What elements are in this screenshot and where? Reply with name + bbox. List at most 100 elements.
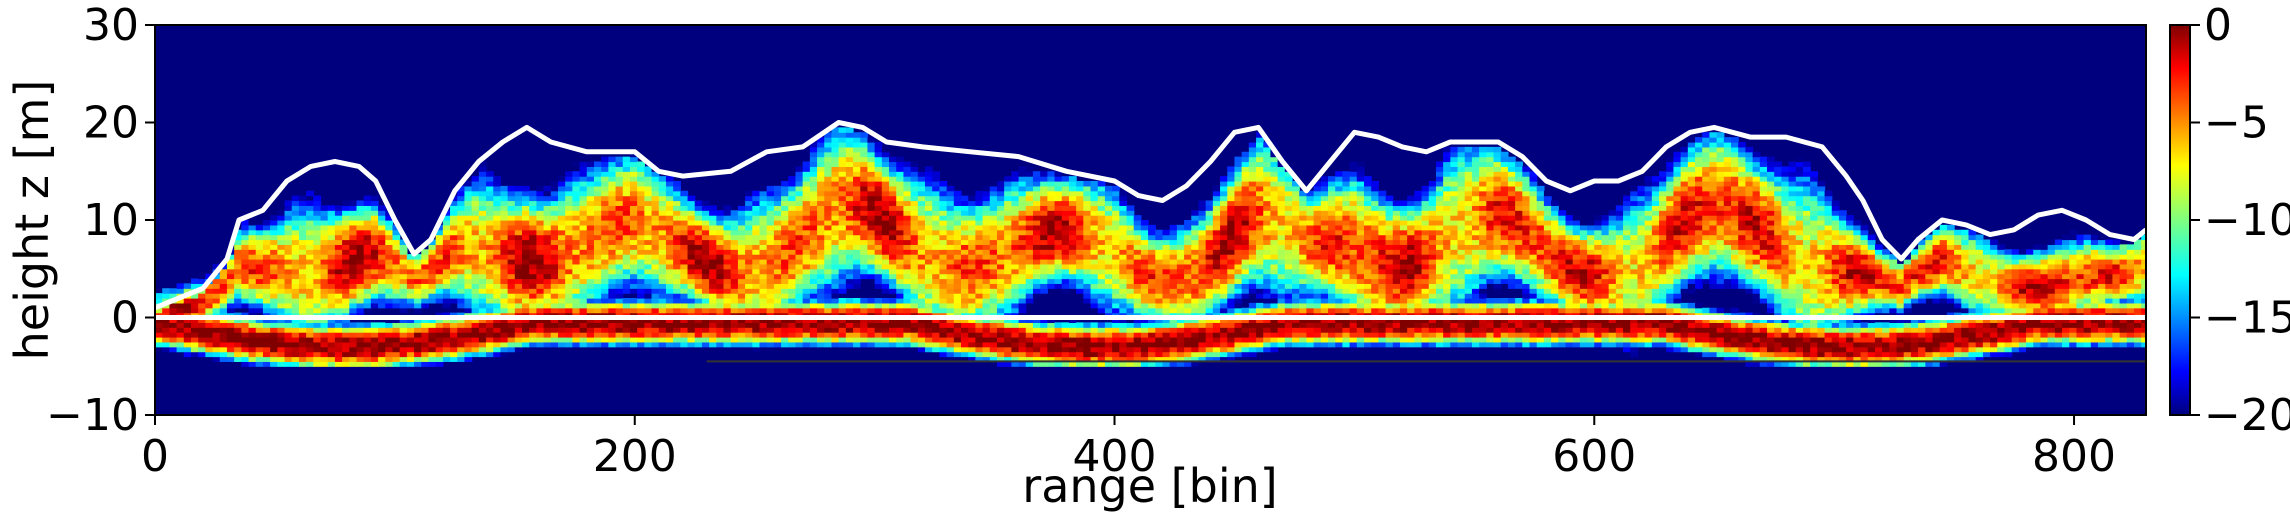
heatmap-cell <box>1162 361 1171 367</box>
heatmap-cell <box>478 327 487 333</box>
heatmap-cell <box>1018 229 1027 236</box>
heatmap-cell <box>1126 283 1135 289</box>
heatmap-cell <box>1025 341 1034 348</box>
heatmap-cell <box>190 332 199 338</box>
heatmap-cell <box>1097 341 1106 348</box>
heatmap-cell <box>709 215 717 221</box>
heatmap-cell <box>277 229 286 236</box>
heatmap-cell <box>1119 341 1128 348</box>
heatmap-cell <box>593 244 602 250</box>
heatmap-cell <box>723 307 732 314</box>
heatmap-cell <box>565 317 573 323</box>
heatmap-cell <box>478 215 487 221</box>
heatmap-cell <box>680 332 689 338</box>
heatmap-cell <box>1032 210 1041 216</box>
heatmap-cell <box>781 293 789 299</box>
heatmap-cell <box>349 288 358 294</box>
heatmap-cell <box>874 151 883 158</box>
heatmap-cell <box>968 220 976 226</box>
heatmap-cell <box>932 337 941 343</box>
heatmap-cell <box>860 337 869 343</box>
heatmap-cell <box>1018 288 1027 294</box>
heatmap-cell <box>593 195 602 202</box>
heatmap-cell <box>1097 205 1106 211</box>
heatmap-cell <box>917 273 926 280</box>
heatmap-cell <box>392 356 401 362</box>
heatmap-cell <box>1112 210 1120 216</box>
heatmap-cell <box>1083 205 1092 211</box>
heatmap-cell <box>853 229 861 236</box>
heatmap-cell <box>514 337 523 343</box>
heatmap-cell <box>629 171 638 177</box>
heatmap-cell <box>306 200 314 206</box>
heatmap-cell <box>234 288 242 294</box>
heatmap-cell <box>975 332 984 338</box>
heatmap-cell <box>723 283 732 289</box>
heatmap-cell <box>572 200 581 206</box>
heatmap-cell <box>363 332 372 338</box>
heatmap-cell <box>507 288 516 294</box>
heatmap-cell <box>370 346 379 353</box>
heatmap-cell <box>478 239 487 245</box>
heatmap-cell <box>680 298 689 304</box>
heatmap-cell <box>932 302 941 309</box>
heatmap-cell <box>262 263 271 270</box>
heatmap-cell <box>961 268 969 275</box>
heatmap-cell <box>1004 337 1012 343</box>
heatmap-cell <box>694 278 703 284</box>
heatmap-cell <box>486 171 494 177</box>
heatmap-cell <box>212 351 221 358</box>
heatmap-cell <box>1227 259 1236 265</box>
heatmap-cell <box>658 190 667 197</box>
heatmap-cell <box>759 195 768 202</box>
heatmap-cell <box>737 220 746 226</box>
heatmap-cell <box>1054 278 1063 284</box>
heatmap-cell <box>457 288 466 294</box>
heatmap-cell <box>1054 190 1063 197</box>
heatmap-cell <box>298 302 307 309</box>
heatmap-cell <box>313 302 322 309</box>
heatmap-cell <box>176 346 185 353</box>
heatmap-cell <box>514 190 523 197</box>
heatmap-cell <box>183 307 192 314</box>
heatmap-cell <box>392 332 401 338</box>
heatmap-cell <box>593 302 602 309</box>
heatmap-cell <box>558 263 566 270</box>
heatmap-cell <box>219 317 228 323</box>
heatmap-cell <box>464 244 473 250</box>
heatmap-cell <box>1032 337 1041 343</box>
heatmap-cell <box>536 249 545 255</box>
heatmap-cell <box>399 346 408 353</box>
heatmap-cell <box>543 195 552 202</box>
heatmap-cell <box>1090 327 1099 333</box>
heatmap-cell <box>1011 171 1020 177</box>
heatmap-cell <box>658 195 667 202</box>
heatmap-cell <box>298 273 307 280</box>
heatmap-cell <box>874 332 883 338</box>
heatmap-cell <box>176 322 185 328</box>
heatmap-cell <box>284 259 293 265</box>
heatmap-cell <box>889 190 897 197</box>
heatmap-cell <box>486 176 494 182</box>
heatmap-cell <box>1040 185 1048 192</box>
heatmap-cell <box>946 278 955 284</box>
heatmap-cell <box>622 229 631 236</box>
heatmap-cell <box>500 229 509 236</box>
heatmap-cell <box>658 298 667 304</box>
heatmap-cell <box>478 181 487 187</box>
heatmap-cell <box>457 220 466 226</box>
heatmap-cell <box>781 181 789 187</box>
heatmap-cell <box>874 273 883 280</box>
heatmap-cell <box>601 176 609 182</box>
heatmap-cell <box>809 273 818 280</box>
heatmap-cell <box>1061 210 1070 216</box>
heatmap-cell <box>1176 317 1185 323</box>
heatmap-cell <box>457 268 466 275</box>
heatmap-cell <box>1205 210 1214 216</box>
heatmap-cell <box>464 351 473 358</box>
heatmap-cell <box>961 273 969 280</box>
heatmap-cell <box>687 298 696 304</box>
heatmap-cell <box>1198 293 1207 299</box>
heatmap-cell <box>1018 259 1027 265</box>
heatmap-cell <box>1126 307 1135 314</box>
